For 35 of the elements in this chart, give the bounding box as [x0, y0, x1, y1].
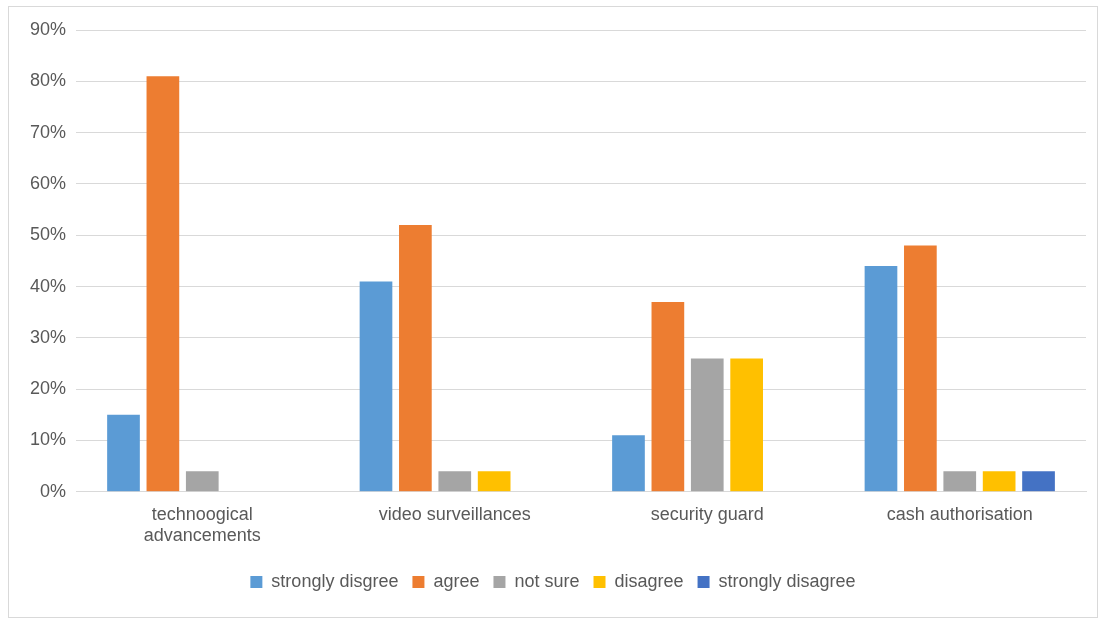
y-tick-label: 60% — [30, 172, 67, 193]
bar — [943, 471, 977, 492]
y-tick-label: 30% — [30, 326, 67, 347]
y-tick-label: 20% — [30, 378, 67, 399]
bar — [1022, 471, 1055, 492]
bar — [730, 358, 763, 492]
bar — [864, 266, 898, 492]
bar — [690, 358, 724, 492]
y-tick-label: 70% — [30, 121, 67, 142]
x-tick-label: video surveillances — [378, 503, 531, 524]
x-tick-label: security guard — [650, 503, 764, 524]
x-tick-label: technoogical advancements — [143, 503, 261, 546]
y-tick-label: 0% — [40, 480, 67, 501]
x-tick-label: cash authorisation — [886, 503, 1033, 524]
bar — [107, 414, 140, 492]
y-tick-label: 40% — [30, 275, 67, 296]
bar — [612, 435, 645, 492]
y-tick-label: 80% — [30, 70, 67, 91]
y-tick-label: 10% — [30, 429, 67, 450]
legend-label: strongly disgree — [271, 570, 399, 591]
y-tick-label: 50% — [30, 224, 67, 245]
y-tick-label: 90% — [30, 18, 67, 39]
legend-label: agree — [433, 570, 480, 591]
bar — [146, 76, 180, 492]
bar — [477, 471, 511, 492]
bar — [399, 224, 432, 492]
bar — [185, 471, 219, 492]
legend-label: disagree — [614, 570, 684, 591]
bar — [438, 471, 472, 492]
bar — [359, 281, 393, 492]
bar — [651, 301, 685, 492]
bar — [982, 471, 1016, 492]
legend-label: strongly disagree — [718, 570, 856, 591]
bar — [904, 245, 937, 492]
legend-label: not sure — [514, 570, 580, 591]
